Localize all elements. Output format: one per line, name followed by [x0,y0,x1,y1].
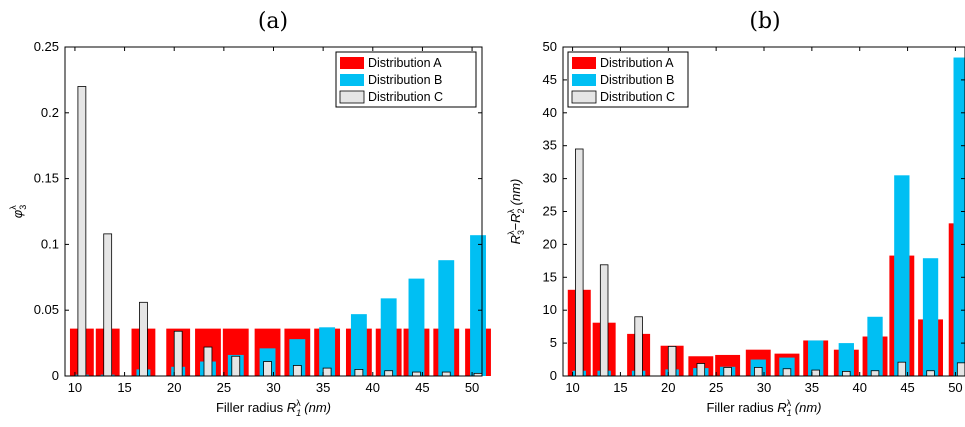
bar-dist-c [292,365,302,377]
legend-label-dist-a: Distribution A [368,56,442,70]
bar-dist-c [384,370,394,377]
y-tick-label: 5 [550,335,557,350]
y-tick-label: 30 [543,171,557,186]
bar-dist-c [599,264,609,377]
x-tick-label: 35 [316,380,330,395]
legend-label-dist-a: Distribution A [600,56,674,70]
bar-dist-c [441,371,451,377]
legend-label-dist-b: Distribution B [600,73,674,87]
bar-dist-c [139,301,148,377]
x-axis-label: Filler radius R1λ (nm) [216,398,331,418]
bar-dist-c [870,370,880,377]
bar-dist-c [263,361,272,377]
x-tick-label: 15 [117,380,131,395]
y-tick-label: 10 [543,302,557,317]
y-tick-label: 35 [543,138,557,153]
legend-swatch-dist-b [572,74,596,86]
bar-dist-c [575,148,584,377]
bar-dist-b [922,258,939,376]
y-tick-label: 20 [543,236,557,251]
bar-dist-b [380,298,397,376]
y-tick-label: 0 [52,368,59,383]
bar-dist-b [808,340,824,376]
y-tick-label: 45 [543,72,557,87]
bar-dist-c [173,330,183,377]
bar-dist-c [723,367,732,377]
chart-panel-b: 10 15 20 25 30 35 40 45 50 0 5 10 15 20 25 30 35 40 45 50 (b… [506,9,965,418]
y-tick-label: 0.1 [41,236,59,251]
bar-dist-c [203,346,213,377]
bar-dist-c [77,86,87,377]
bar-dist-c [842,370,851,377]
y-tick-label: 0 [550,368,557,383]
bar-dist-c [634,316,643,377]
x-tick-label: 40 [852,380,866,395]
y-tick-label: 25 [543,204,557,219]
bar-dist-c [231,355,241,377]
x-tick-label: 25 [217,380,231,395]
x-tick-label: 15 [613,380,627,395]
legend-label-dist-b: Distribution B [368,73,442,87]
y-tick-label: 0.05 [34,302,59,317]
bar-dist-c [322,367,332,377]
bar-dist-c [926,370,935,377]
x-tick-label: 20 [167,380,181,395]
legend-label-dist-c: Distribution C [368,90,443,104]
bar-dist-c [696,363,706,377]
bar-dist-c [754,367,763,377]
bar-dist-c [103,233,113,377]
x-tick-label: 50 [465,380,479,395]
y-tick-label: 50 [543,39,557,54]
x-tick-label: 10 [565,380,579,395]
bar-dist-c [412,371,421,377]
x-tick-label: 30 [757,380,771,395]
bar-dist-c [354,369,364,377]
legend-swatch-dist-c [339,90,365,104]
bar-dist-c [811,369,820,377]
bar-dist-b [867,316,883,376]
x-tick-label: 50 [948,380,962,395]
x-tick-label: 20 [661,380,675,395]
legend-label-dist-c: Distribution C [600,90,675,104]
x-tick-label: 35 [805,380,819,395]
x-tick-label: 45 [900,380,914,395]
x-tick-label: 25 [709,380,723,395]
bar-dist-b [470,235,486,376]
bar-dist-b [408,278,425,376]
bar-dist-c [897,361,907,377]
bar-dist-b [350,314,367,376]
x-axis-label: Filler radius R1λ (nm) [706,398,821,418]
bar-dist-c [782,368,792,377]
bar-dist-c [667,345,677,377]
legend-swatch-dist-a [340,57,364,69]
legend: Distribution A Distribution B Distribution… [335,51,477,108]
panel-title: (b) [749,9,780,34]
x-tick-label: 40 [366,380,380,395]
y-tick-label: 40 [543,105,557,120]
bar-dist-b [953,57,965,376]
y-axis-label: R3λ−R2λ (nm) [506,179,526,245]
bar-dist-b [894,175,910,376]
bar-dist-c [956,362,965,377]
chart-panel-a: 10 15 20 25 30 35 40 45 50 0 0.05 0.1 0.15 0.2 0.25 (a)… [8,9,491,418]
y-tick-label: 15 [543,269,557,284]
y-tick-label: 0.2 [41,105,59,120]
legend-swatch-dist-c [571,90,597,104]
legend-swatch-dist-a [572,57,596,69]
panel-title: (a) [258,9,288,34]
bar-dist-b [319,327,336,376]
bar-dist-b [838,343,854,376]
bar-dist-b [438,260,455,376]
x-tick-label: 10 [68,380,82,395]
x-tick-label: 45 [415,380,429,395]
legend: Distribution A Distribution B Distribution… [567,51,689,108]
y-tick-label: 0.15 [34,171,59,186]
y-tick-label: 0.25 [34,39,59,54]
legend-swatch-dist-b [340,74,364,86]
y-axis-label: φ3λ [8,205,28,219]
x-tick-label: 30 [266,380,280,395]
